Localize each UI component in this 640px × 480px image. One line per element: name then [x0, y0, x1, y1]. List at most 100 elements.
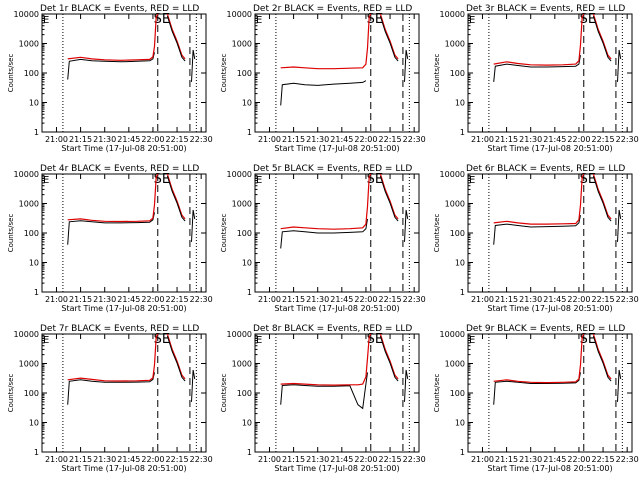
events-tail-line	[191, 49, 196, 82]
y-axis-label: Counts/sec	[220, 54, 228, 93]
x-tick-label: 22:00	[354, 135, 377, 144]
panel-title: Det 5r BLACK = Events, RED = LLD	[253, 164, 412, 174]
lld-decay-line	[379, 173, 399, 220]
x-tick-label: 22:00	[567, 455, 590, 464]
x-tick-label: 22:00	[141, 295, 164, 304]
x-tick-label: 21:45	[330, 135, 353, 144]
y-tick-label: 10	[455, 99, 465, 108]
y-tick-label: 1000	[19, 200, 39, 209]
x-tick-label: 22:30	[403, 135, 426, 144]
events-tail-line	[191, 209, 196, 242]
x-tick-label: 21:45	[330, 295, 353, 304]
x-tick-label: 21:00	[45, 135, 68, 144]
y-tick-label: 1	[460, 448, 465, 457]
events-tail-line	[404, 369, 409, 402]
x-axis-label: Start Time (17-Jul-08 20:51:00)	[61, 304, 186, 313]
events-series-line	[67, 212, 155, 245]
panel-title: Det 9r BLACK = Events, RED = LLD	[466, 324, 625, 334]
y-tick-label: 1000	[445, 200, 465, 209]
y-tick-label: 1000	[445, 360, 465, 369]
x-tick-label: 22:30	[403, 295, 426, 304]
x-tick-label: 21:30	[93, 295, 116, 304]
lld-decay-line	[592, 13, 612, 60]
lld-series-line	[67, 13, 159, 61]
events-tail-line	[617, 369, 622, 402]
plot-frame	[41, 333, 207, 453]
corner-label-left: E	[256, 15, 262, 26]
y-axis-label: Counts/sec	[7, 374, 15, 413]
y-tick-label: 100	[237, 69, 252, 78]
x-axis-label: Start Time (17-Jul-08 20:51:00)	[61, 464, 186, 473]
lld-decay-line	[379, 13, 399, 60]
x-axis-label: Start Time (17-Jul-08 20:51:00)	[274, 464, 399, 473]
panel-title: Det 1r BLACK = Events, RED = LLD	[40, 4, 199, 14]
x-tick-label: 22:00	[354, 295, 377, 304]
panel-title: Det 4r BLACK = Events, RED = LLD	[40, 164, 199, 174]
x-tick-label: 22:15	[379, 455, 402, 464]
lld-decay-line	[379, 333, 399, 380]
y-tick-label: 100	[237, 229, 252, 238]
events-decay-line	[166, 15, 186, 62]
x-tick-label: 22:15	[166, 135, 189, 144]
y-tick-label: 100	[24, 229, 39, 238]
events-tail-line	[617, 209, 622, 242]
y-tick-label: 1000	[19, 40, 39, 49]
x-tick-label: 21:00	[471, 455, 494, 464]
x-tick-label: 21:15	[282, 455, 305, 464]
y-tick-label: 1000	[445, 40, 465, 49]
plot-frame	[467, 333, 633, 453]
x-tick-label: 22:00	[141, 455, 164, 464]
x-tick-label: 21:15	[495, 455, 518, 464]
y-tick-label: 10	[29, 99, 39, 108]
events-decay-line	[379, 335, 399, 382]
y-axis-label: Counts/sec	[433, 54, 441, 93]
y-tick-label: 1	[460, 288, 465, 297]
x-tick-label: 22:30	[616, 455, 639, 464]
panel-title: Det 2r BLACK = Events, RED = LLD	[253, 4, 412, 14]
corner-label-left: E	[43, 175, 49, 186]
plot-frame	[467, 13, 633, 133]
y-tick-label: 10000	[14, 330, 39, 339]
lld-series-line	[280, 173, 372, 230]
y-tick-label: 1000	[19, 360, 39, 369]
x-tick-label: 22:30	[190, 295, 213, 304]
x-tick-label: 22:00	[354, 455, 377, 464]
corner-label-left: E	[469, 15, 475, 26]
events-tail-line	[191, 369, 196, 402]
y-tick-label: 10000	[440, 10, 465, 19]
y-tick-label: 10000	[227, 10, 252, 19]
events-decay-line	[166, 335, 186, 382]
x-tick-label: 21:30	[519, 295, 542, 304]
y-tick-label: 1	[247, 448, 252, 457]
x-tick-label: 21:30	[93, 455, 116, 464]
y-tick-label: 100	[237, 389, 252, 398]
corner-label-left: E	[256, 335, 262, 346]
lld-series-line	[493, 333, 585, 384]
plot-frame	[41, 173, 207, 293]
panel-title: Det 8r BLACK = Events, RED = LLD	[253, 324, 412, 334]
y-tick-label: 1	[34, 128, 39, 137]
lld-series-line	[280, 13, 372, 70]
y-axis-label: Counts/sec	[433, 374, 441, 413]
y-tick-label: 100	[450, 389, 465, 398]
y-axis-label: Counts/sec	[433, 214, 441, 253]
panel-title: Det 6r BLACK = Events, RED = LLD	[466, 164, 625, 174]
y-tick-label: 1	[34, 448, 39, 457]
events-decay-line	[592, 335, 612, 382]
x-tick-label: 22:15	[379, 135, 402, 144]
y-tick-label: 10000	[14, 170, 39, 179]
y-tick-label: 100	[450, 69, 465, 78]
x-tick-label: 21:00	[258, 295, 281, 304]
x-axis-label: Start Time (17-Jul-08 20:51:00)	[487, 144, 612, 153]
events-decay-line	[379, 175, 399, 222]
y-tick-label: 10	[455, 259, 465, 268]
x-tick-label: 21:15	[282, 135, 305, 144]
lld-decay-line	[592, 173, 612, 220]
x-tick-label: 22:15	[592, 455, 615, 464]
x-tick-label: 21:15	[69, 135, 92, 144]
corner-label-left: E	[469, 335, 475, 346]
